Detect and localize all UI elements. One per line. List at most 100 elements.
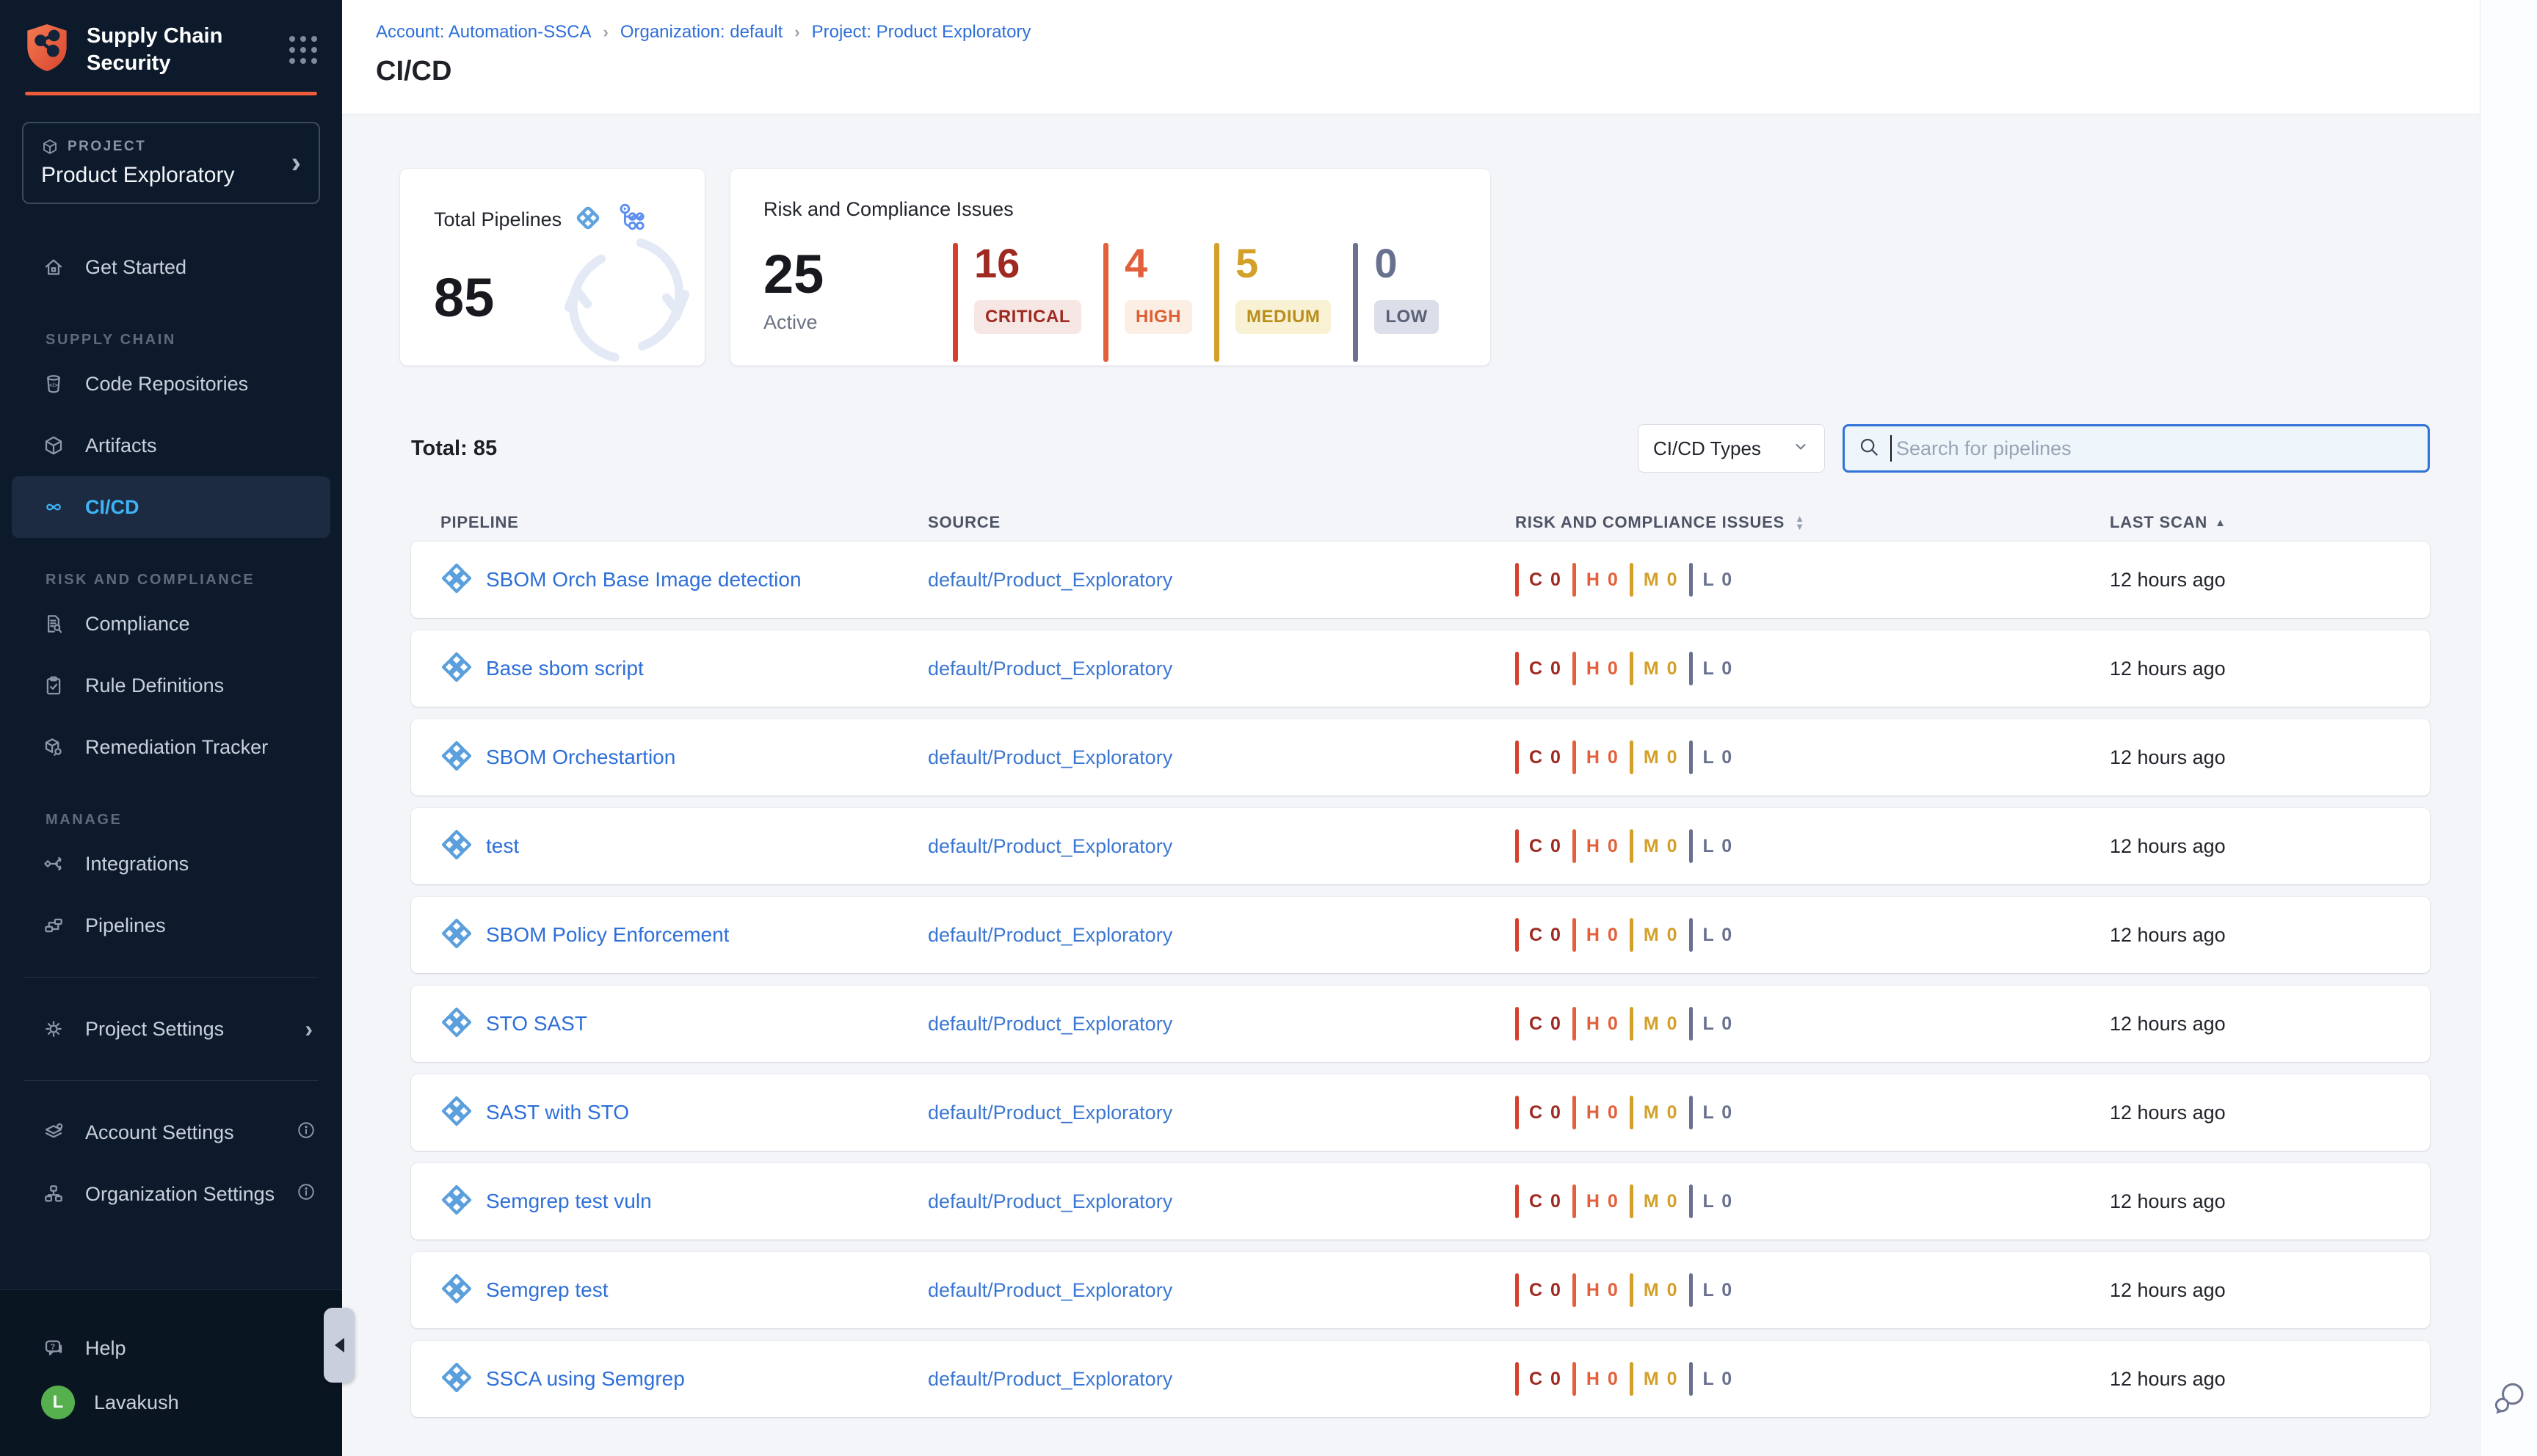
- pipeline-source-link[interactable]: default/Product_Exploratory: [928, 834, 1173, 857]
- column-header-risk[interactable]: RISK AND COMPLIANCE ISSUES ▲ ▼: [1515, 513, 1805, 532]
- chat-bubbles-icon[interactable]: [2491, 1380, 2527, 1419]
- pipeline-name-link[interactable]: Base sbom script: [486, 657, 644, 680]
- pipeline-name-link[interactable]: SBOM Orchestartion: [486, 746, 676, 768]
- sidebar-item-cicd[interactable]: CI/CD: [12, 476, 330, 538]
- high-mini-badge: H 0: [1572, 563, 1619, 597]
- sidebar-item-label: Code Repositories: [85, 372, 249, 395]
- table-row[interactable]: Semgrep test vuln default/Product_Explor…: [411, 1163, 2430, 1240]
- sidebar-item-compliance[interactable]: Compliance: [0, 593, 342, 655]
- pipeline-diamond-icon: [440, 1361, 473, 1397]
- text-cursor: [1890, 435, 1892, 462]
- breadcrumb-project-link[interactable]: Project: Product Exploratory: [811, 22, 1031, 42]
- table-row[interactable]: SBOM Policy Enforcement default/Product_…: [411, 897, 2430, 973]
- pipeline-name-link[interactable]: Semgrep test vuln: [486, 1190, 652, 1212]
- pipeline-source-link[interactable]: default/Product_Exploratory: [928, 1012, 1173, 1035]
- pipeline-diamond-icon: [440, 917, 473, 953]
- table-controls: Total: 85 CI/CD Types: [411, 424, 2430, 473]
- severity-bar: [1688, 652, 1693, 685]
- low-mini-badge: L 0: [1688, 1273, 1734, 1307]
- table-row[interactable]: STO SAST default/Product_Exploratory C 0…: [411, 986, 2430, 1062]
- table-row[interactable]: SBOM Orchestartion default/Product_Explo…: [411, 719, 2430, 796]
- sort-icon[interactable]: ▲ ▼: [1795, 513, 1805, 532]
- pipeline-source-link[interactable]: default/Product_Exploratory: [928, 657, 1173, 680]
- pipeline-search[interactable]: [1843, 424, 2430, 473]
- project-selector[interactable]: PROJECT Product Exploratory ›: [22, 122, 320, 204]
- critical-mini-badge: C 0: [1515, 1007, 1562, 1041]
- severity-bar: [1515, 1096, 1519, 1129]
- sidebar-collapse-handle[interactable]: [324, 1308, 355, 1383]
- pipeline-source-link[interactable]: default/Product_Exploratory: [928, 923, 1173, 946]
- severity-bar: [1629, 1362, 1633, 1396]
- severity-group-critical: 16 CRITICAL: [953, 243, 1081, 362]
- main-area: Account: Automation-SSCA › Organization:…: [342, 0, 2480, 1456]
- high-mini-badge: H 0: [1572, 1273, 1619, 1307]
- total-pipelines-title: Total Pipelines: [434, 208, 562, 230]
- pipeline-name-link[interactable]: test: [486, 834, 520, 857]
- sidebar-item-remediation-tracker[interactable]: Remediation Tracker: [0, 716, 342, 778]
- breadcrumb-org-link[interactable]: Organization: default: [620, 22, 783, 42]
- cube-icon: [43, 139, 57, 154]
- pipeline-name-link[interactable]: Semgrep test: [486, 1278, 609, 1301]
- user-menu[interactable]: L Lavakush: [0, 1374, 342, 1431]
- sidebar-item-project-settings[interactable]: Project Settings ›: [0, 998, 342, 1060]
- pipeline-source-link[interactable]: default/Product_Exploratory: [928, 1190, 1173, 1212]
- severity-bar: [1572, 1007, 1576, 1041]
- sidebar-item-pipelines[interactable]: Pipelines: [0, 895, 342, 956]
- pipeline-name-link[interactable]: STO SAST: [486, 1012, 587, 1035]
- sidebar-item-integrations[interactable]: Integrations: [0, 833, 342, 895]
- pipeline-name-link[interactable]: SSCA using Semgrep: [486, 1367, 685, 1390]
- severity-bar: [1515, 829, 1519, 863]
- search-input[interactable]: [1896, 437, 2414, 460]
- pipeline-name-link[interactable]: SAST with STO: [486, 1101, 630, 1124]
- severity-bar: [1572, 829, 1576, 863]
- severity-bar: [1688, 1362, 1693, 1396]
- pipeline-source-link[interactable]: default/Product_Exploratory: [928, 746, 1173, 768]
- page-content: Total Pipelines: [342, 114, 2480, 1456]
- table-row[interactable]: SSCA using Semgrep default/Product_Explo…: [411, 1341, 2430, 1417]
- pipeline-source-link[interactable]: default/Product_Exploratory: [928, 568, 1173, 591]
- table-row[interactable]: Semgrep test default/Product_Exploratory…: [411, 1252, 2430, 1328]
- sidebar-item-artifacts[interactable]: Artifacts: [0, 415, 342, 476]
- cicd-types-dropdown[interactable]: CI/CD Types: [1638, 424, 1825, 473]
- table-row[interactable]: SAST with STO default/Product_Explorator…: [411, 1074, 2430, 1151]
- chevron-separator-icon: ›: [794, 23, 800, 41]
- help-button[interactable]: ? Help: [0, 1322, 342, 1374]
- critical-mini-badge: C 0: [1515, 1184, 1562, 1218]
- low-mini-badge: L 0: [1688, 1007, 1734, 1041]
- pipeline-source-link[interactable]: default/Product_Exploratory: [928, 1101, 1173, 1124]
- high-mini-badge: H 0: [1572, 1362, 1619, 1396]
- severity-bar: [1515, 740, 1519, 774]
- sidebar-item-label: Account Settings: [85, 1121, 234, 1143]
- high-mini-badge: H 0: [1572, 829, 1619, 863]
- sidebar-item-code-repositories[interactable]: </> Code Repositories: [0, 353, 342, 415]
- column-header-pipeline[interactable]: PIPELINE: [440, 513, 519, 531]
- severity-bar: [1629, 1007, 1633, 1041]
- severity-bar: [1353, 243, 1359, 362]
- sidebar-item-account-settings[interactable]: Account Settings: [0, 1102, 342, 1163]
- pipeline-source-link[interactable]: default/Product_Exploratory: [928, 1278, 1173, 1301]
- severity-group-low: 0 LOW: [1353, 243, 1439, 362]
- sidebar-item-label: Rule Definitions: [85, 674, 225, 696]
- app-grid-icon[interactable]: [289, 35, 317, 64]
- home-icon: [41, 256, 66, 278]
- severity-bar: [1103, 243, 1108, 362]
- breadcrumb-account-link[interactable]: Account: Automation-SSCA: [376, 22, 592, 42]
- severity-bar: [1572, 652, 1576, 685]
- sidebar-item-organization-settings[interactable]: Organization Settings: [0, 1163, 342, 1225]
- page-header: Account: Automation-SSCA › Organization:…: [342, 0, 2480, 114]
- table-row[interactable]: test default/Product_Exploratory C 0 H 0…: [411, 808, 2430, 884]
- column-header-last-scan[interactable]: LAST SCAN ▲: [2110, 513, 2226, 531]
- low-badge: LOW: [1374, 300, 1439, 334]
- table-row[interactable]: Base sbom script default/Product_Explora…: [411, 630, 2430, 707]
- table-row[interactable]: SBOM Orch Base Image detection default/P…: [411, 542, 2430, 618]
- pipeline-name-link[interactable]: SBOM Policy Enforcement: [486, 923, 730, 946]
- column-header-source[interactable]: SOURCE: [928, 513, 1001, 531]
- low-mini-badge: L 0: [1688, 829, 1734, 863]
- pipeline-name-link[interactable]: SBOM Orch Base Image detection: [486, 568, 802, 591]
- sidebar-item-label: CI/CD: [85, 495, 139, 518]
- pipeline-source-link[interactable]: default/Product_Exploratory: [928, 1367, 1173, 1390]
- severity-bar: [1688, 563, 1693, 597]
- total-pipelines-card: Total Pipelines: [400, 169, 705, 365]
- sidebar-item-get-started[interactable]: Get Started: [0, 236, 342, 298]
- sidebar-item-rule-definitions[interactable]: Rule Definitions: [0, 655, 342, 716]
